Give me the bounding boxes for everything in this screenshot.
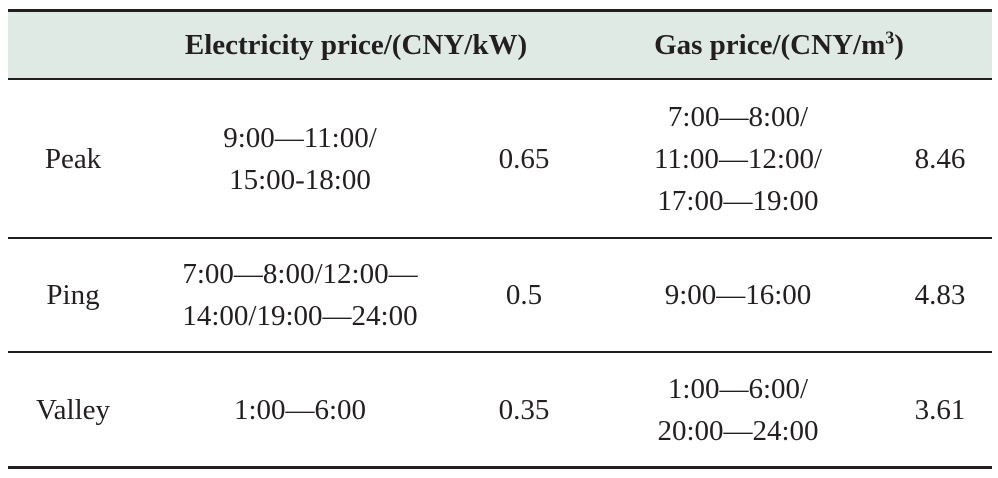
header-electricity-price: Electricity price/(CNY/kW) [140, 12, 572, 78]
header-gas-prefix: Gas price/(CNY/m [654, 29, 886, 61]
header-rule [8, 78, 992, 80]
header-gas-price: Gas price/(CNY/m3) [604, 12, 954, 78]
period-line: 1:00—6:00 [233, 393, 367, 426]
period-lines: 1:00—6:00 [234, 389, 366, 431]
header-gas-label: Gas price/(CNY/m3) [654, 24, 904, 66]
price-value: 0.35 [498, 393, 550, 426]
ping-gas-period: 9:00—16:00 [588, 239, 888, 351]
row-label-peak: Peak [8, 80, 138, 237]
valley-electricity-price: 0.35 [460, 353, 588, 466]
period-line: 1:00—6:00/ [667, 372, 809, 405]
row-rule-2 [8, 351, 992, 353]
row-label-text: Valley [35, 393, 111, 426]
period-line: 7:00—8:00/ [667, 100, 809, 133]
price-value: 4.83 [914, 279, 966, 311]
header-gas-suffix: ) [894, 29, 904, 61]
valley-electricity-period: 1:00—6:00 [140, 353, 460, 466]
row-label-valley: Valley [8, 353, 138, 466]
top-rule [8, 9, 992, 12]
price-value: 8.46 [914, 142, 966, 175]
period-line: 14:00/19:00—24:00 [182, 300, 418, 332]
row-label-ping: Ping [8, 239, 138, 351]
ping-electricity-price: 0.5 [460, 239, 588, 351]
row-label-text: Peak [44, 142, 102, 175]
price-value: 0.5 [505, 279, 543, 311]
period-line: 9:00—16:00 [664, 279, 812, 311]
period-lines: 9:00—16:00 [665, 274, 812, 316]
ping-electricity-period: 7:00—8:00/12:00— 14:00/19:00—24:00 [140, 239, 460, 351]
period-lines: 9:00—11:00/ 15:00-18:00 [223, 117, 377, 201]
period-line: 11:00—12:00/ [653, 142, 823, 175]
peak-electricity-period: 9:00—11:00/ 15:00-18:00 [140, 80, 460, 237]
period-line: 9:00—11:00/ [223, 121, 377, 154]
peak-gas-price: 8.46 [888, 80, 992, 237]
peak-gas-period: 7:00—8:00/ 11:00—12:00/ 17:00—19:00 [588, 80, 888, 237]
peak-electricity-price: 0.65 [460, 80, 588, 237]
header-electricity-label: Electricity price/(CNY/kW) [184, 29, 528, 61]
table-header-background [8, 12, 992, 78]
period-lines: 1:00—6:00/ 20:00—24:00 [657, 368, 818, 452]
price-value: 3.61 [914, 393, 966, 426]
period-line: 20:00—24:00 [657, 414, 819, 447]
period-lines: 7:00—8:00/12:00— 14:00/19:00—24:00 [182, 253, 417, 337]
period-line: 15:00-18:00 [229, 163, 371, 196]
period-line: 17:00—19:00 [657, 184, 819, 217]
period-line: 7:00—8:00/12:00— [182, 258, 418, 290]
period-lines: 7:00—8:00/ 11:00—12:00/ 17:00—19:00 [654, 96, 822, 222]
valley-gas-period: 1:00—6:00/ 20:00—24:00 [588, 353, 888, 466]
ping-gas-price: 4.83 [888, 239, 992, 351]
header-gas-superscript: 3 [885, 27, 895, 48]
bottom-rule [8, 466, 992, 469]
price-value: 0.65 [498, 142, 550, 175]
valley-gas-price: 3.61 [888, 353, 992, 466]
row-rule-1 [8, 237, 992, 239]
row-label-text: Ping [46, 279, 100, 311]
